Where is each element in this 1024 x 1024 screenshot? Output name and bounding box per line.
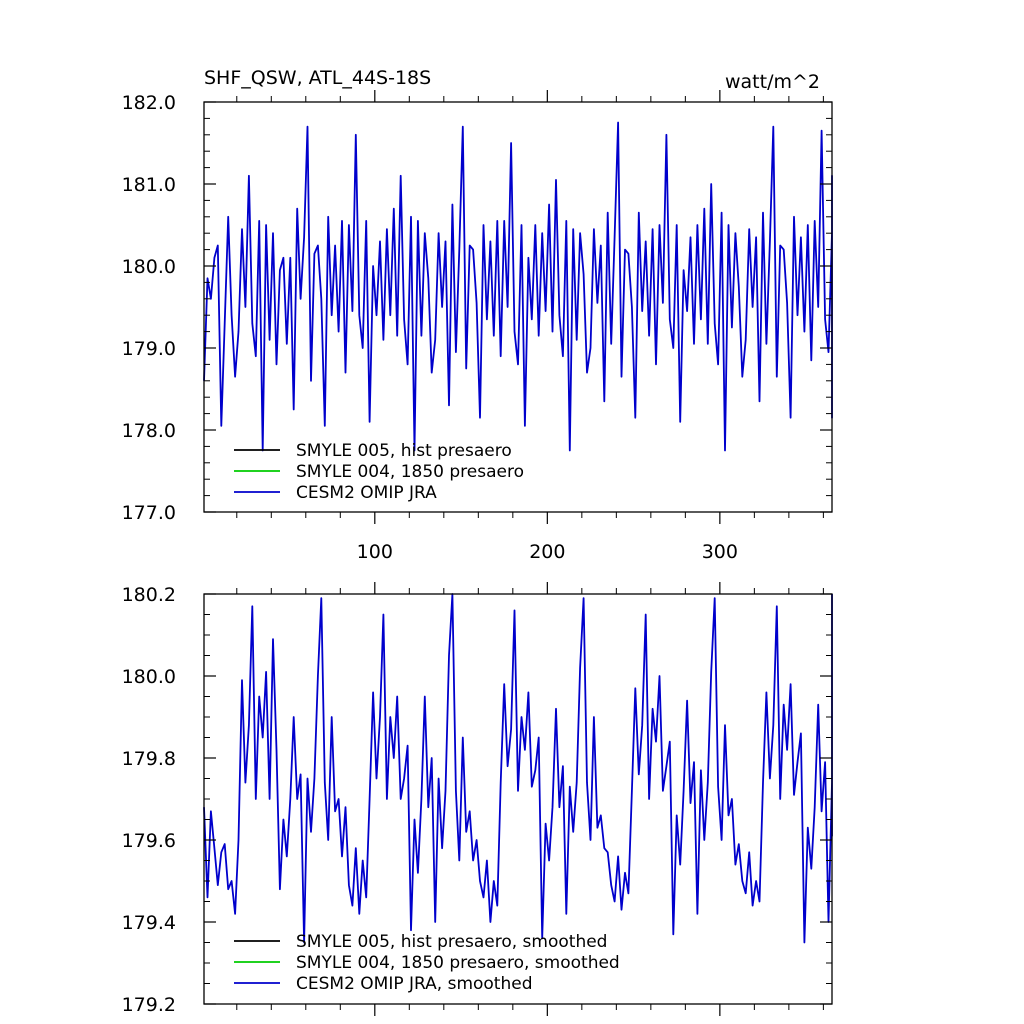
legend-label: SMYLE 004, 1850 presaero <box>296 462 524 482</box>
plot-frame <box>203 101 833 513</box>
legend-label: SMYLE 005, hist presaero, smoothed <box>296 932 607 952</box>
y-tick-label: 179.8 <box>122 748 176 770</box>
x-tick-label: 300 <box>702 541 738 563</box>
y-tick-label: 177.0 <box>122 502 176 524</box>
series-line <box>203 121 833 452</box>
y-tick-label: 179.6 <box>122 830 176 852</box>
y-tick-label: 180.0 <box>122 666 176 688</box>
y-axis-tick-labels: 177.0 178.0 179.0 180.0 181.0 182.0 <box>122 92 176 524</box>
y-axis-tick-labels: 179.2 179.4 179.6 179.8 180.0 180.2 <box>122 584 176 1016</box>
series-lines <box>203 593 833 944</box>
legend-label: CESM2 OMIP JRA, smoothed <box>296 974 533 994</box>
units-label: watt/m^2 <box>725 71 820 93</box>
legend-label: SMYLE 004, 1850 presaero, smoothed <box>296 953 620 973</box>
series-line <box>203 593 833 944</box>
y-tick-label: 179.4 <box>122 912 176 934</box>
chart-title: SHF_QSW, ATL_44S-18S <box>204 67 431 89</box>
y-tick-label: 180.2 <box>122 584 176 606</box>
y-tick-label: 178.0 <box>122 420 176 442</box>
y-tick-label: 179.0 <box>122 338 176 360</box>
y-tick-label: 182.0 <box>122 92 176 114</box>
series-lines <box>203 121 833 452</box>
x-tick-label: 200 <box>529 541 565 563</box>
legend-label: SMYLE 005, hist presaero <box>296 441 512 461</box>
axis-ticks <box>204 90 832 524</box>
legend: SMYLE 005, hist presaero, smoothedSMYLE … <box>234 932 620 994</box>
bottom-chart: 179.2 179.4 179.6 179.8 180.0 180.2 SMYLE 005… <box>122 582 833 1016</box>
legend-label: CESM2 OMIP JRA <box>296 483 437 503</box>
y-tick-label: 179.2 <box>122 994 176 1016</box>
axis-ticks <box>204 582 832 1016</box>
y-tick-label: 180.0 <box>122 256 176 278</box>
y-tick-label: 181.0 <box>122 174 176 196</box>
top-chart: SHF_QSW, ATL_44S-18S watt/m^2 177.0 178.0… <box>122 67 833 563</box>
x-axis-tick-labels: 100 200 300 <box>357 541 738 563</box>
x-tick-label: 100 <box>357 541 393 563</box>
